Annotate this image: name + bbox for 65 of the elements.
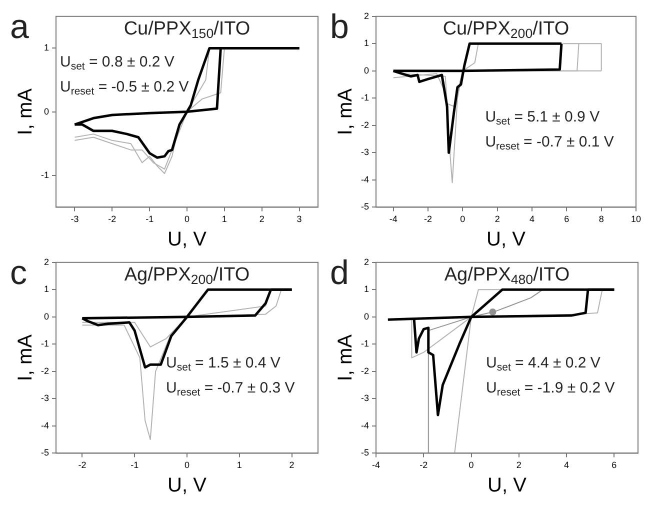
- x-tick-label: 6: [564, 214, 570, 224]
- text: b: [330, 8, 349, 46]
- text: a: [10, 8, 29, 46]
- x-tick-label: 2: [289, 460, 294, 470]
- x-tick-label: -2: [78, 460, 86, 470]
- y-tick-label: 1: [44, 42, 49, 53]
- y-axis-title: I, mA: [334, 334, 357, 382]
- y-tick-label: 1: [44, 284, 49, 294]
- y-tick-label: 0: [44, 106, 49, 116]
- x-tick-label: -1: [146, 214, 154, 224]
- y-tick-label: -5: [360, 202, 369, 212]
- x-tick-label: 10: [630, 214, 641, 224]
- y-tick-label: 2: [364, 10, 369, 21]
- y-tick-label: 0: [364, 311, 369, 322]
- y-tick-label: -3: [360, 147, 369, 158]
- x-axis-title: U, V: [168, 228, 208, 251]
- x-tick-label: 1: [236, 460, 242, 470]
- y-tick-label: -2: [360, 120, 369, 130]
- y-tick-label: -1: [40, 170, 49, 180]
- y-axis-title: I, mA: [14, 88, 37, 136]
- y-tick-label: -1: [360, 338, 369, 349]
- x-axis-title: U, V: [488, 474, 528, 497]
- y-tick-label: -2: [360, 366, 369, 376]
- x-axis-title: U, V: [486, 228, 526, 251]
- y-tick-label: 1: [364, 284, 369, 294]
- text: d: [330, 254, 349, 292]
- y-tick-label: -1: [40, 338, 49, 349]
- x-tick-label: 2: [516, 460, 522, 470]
- y-tick-label: -3: [40, 393, 49, 404]
- y-tick-label: -2: [40, 366, 49, 376]
- x-tick-label: 4: [564, 460, 570, 470]
- y-tick-label: 2: [364, 256, 369, 267]
- x-tick-label: -4: [389, 214, 398, 224]
- x-tick-label: -1: [130, 460, 139, 470]
- x-tick-label: -3: [70, 214, 79, 224]
- x-tick-label: 0: [468, 460, 474, 470]
- y-tick-label: -4: [40, 420, 49, 430]
- text: c: [10, 254, 27, 292]
- y-tick-label: -5: [40, 448, 49, 458]
- y-tick-label: 2: [44, 256, 49, 267]
- x-tick-label: 0: [460, 214, 466, 224]
- x-tick-label: 6: [612, 460, 617, 470]
- x-axis-title: U, V: [168, 474, 208, 497]
- y-tick-label: 0: [44, 311, 49, 322]
- x-tick-label: 8: [598, 214, 604, 224]
- x-tick-label: 0: [184, 460, 190, 470]
- x-tick-label: 4: [529, 214, 535, 224]
- x-tick-label: 1: [222, 214, 227, 224]
- x-tick-label: 2: [259, 214, 264, 224]
- x-tick-label: 0: [184, 214, 190, 224]
- x-tick-label: -4: [372, 460, 380, 470]
- y-axis-title: I, mA: [14, 334, 37, 382]
- y-tick-label: -3: [360, 393, 369, 404]
- y-tick-label: -4: [360, 174, 369, 184]
- x-tick-label: 2: [494, 214, 500, 224]
- x-tick-label: -2: [108, 214, 116, 224]
- y-tick-label: -1: [360, 92, 369, 103]
- x-tick-label: 3: [296, 214, 302, 224]
- x-tick-label: -2: [424, 214, 432, 224]
- y-axis-title: I, mA: [334, 88, 357, 136]
- x-tick-label: -2: [420, 460, 428, 470]
- y-tick-label: -5: [360, 448, 369, 458]
- y-tick-label: 1: [364, 38, 369, 48]
- y-tick-label: -4: [360, 420, 369, 430]
- y-tick-label: 0: [364, 65, 369, 76]
